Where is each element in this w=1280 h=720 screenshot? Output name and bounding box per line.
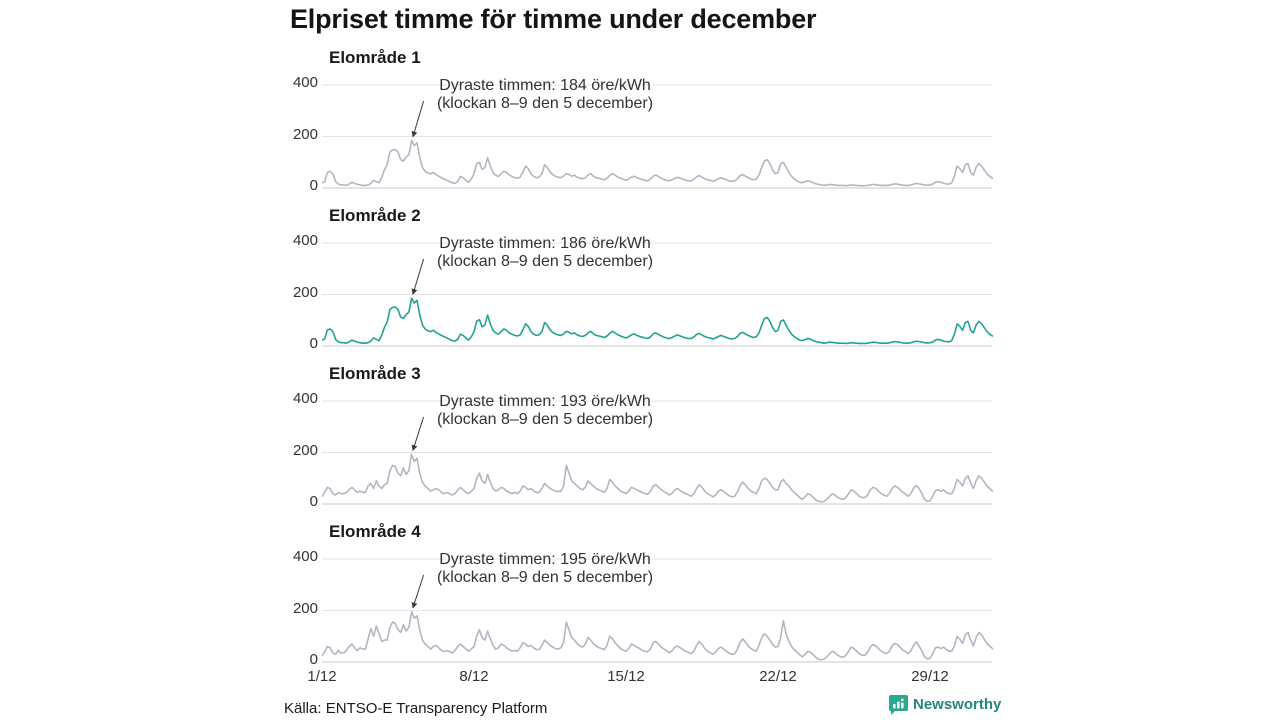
- price-line-chart: [322, 400, 994, 505]
- y-tick: 200: [292, 284, 318, 301]
- y-tick: 400: [292, 232, 318, 249]
- newsworthy-logo: Newsworthy: [888, 694, 1001, 716]
- x-tick: 1/12: [307, 668, 337, 685]
- annotation-line1: Dyraste timmen: 193 öre/kWh: [439, 393, 651, 410]
- annotation-line2: (klockan 8–9 den 5 december): [436, 253, 654, 270]
- panel-elomrade-3: Elområde 3 400 200 0 Dyraste timmen: 193…: [0, 364, 1280, 522]
- annotation-line2: (klockan 8–9 den 5 december): [436, 95, 654, 112]
- x-tick: 15/12: [607, 668, 645, 685]
- annotation-line1: Dyraste timmen: 195 öre/kWh: [439, 551, 651, 568]
- y-tick: 400: [292, 548, 318, 565]
- peak-annotation: Dyraste timmen: 193 öre/kWh (klockan 8–9…: [419, 393, 671, 429]
- panel-title: Elområde 3: [329, 364, 421, 383]
- source-note: Källa: ENTSO-E Transparency Platform: [284, 700, 548, 717]
- annotation-line2: (klockan 8–9 den 5 december): [436, 411, 654, 428]
- annotation-line2: (klockan 8–9 den 5 december): [436, 569, 654, 586]
- y-tick: 200: [292, 600, 318, 617]
- x-axis: 1/12 8/12 15/12 22/12 29/12: [0, 668, 1280, 688]
- price-line-chart: [322, 242, 994, 347]
- price-line: [322, 139, 994, 187]
- y-tick: 0: [309, 493, 318, 510]
- annotation-arrow: [411, 258, 425, 295]
- annotation-arrow: [411, 574, 425, 609]
- y-tick: 0: [309, 335, 318, 352]
- newsworthy-logo-icon: [889, 695, 908, 715]
- y-tick: 400: [292, 390, 318, 407]
- y-tick: 400: [292, 74, 318, 91]
- y-tick: 0: [309, 651, 318, 668]
- peak-annotation: Dyraste timmen: 184 öre/kWh (klockan 8–9…: [419, 77, 671, 113]
- price-line: [322, 453, 994, 503]
- panel-title: Elområde 4: [329, 522, 421, 541]
- panel-elomrade-2: Elområde 2 400 200 0 Dyraste timmen: 186…: [0, 206, 1280, 364]
- y-tick: 0: [309, 177, 318, 194]
- y-tick: 200: [292, 442, 318, 459]
- peak-annotation: Dyraste timmen: 195 öre/kWh (klockan 8–9…: [419, 551, 671, 587]
- price-line-chart: [322, 84, 994, 189]
- chart-title: Elpriset timme för timme under december: [290, 4, 817, 34]
- newsworthy-logo-text: Newsworthy: [913, 696, 1002, 713]
- y-tick: 200: [292, 126, 318, 143]
- panel-title: Elområde 2: [329, 206, 421, 225]
- price-line: [322, 610, 994, 661]
- panel-elomrade-1: Elområde 1 400 200 0 Dyraste timmen: 184…: [0, 48, 1280, 206]
- price-line: [322, 297, 994, 345]
- panel-elomrade-4: Elområde 4 400 200 0 Dyraste timmen: 195…: [0, 522, 1280, 680]
- annotation-arrow: [411, 416, 425, 452]
- peak-annotation: Dyraste timmen: 186 öre/kWh (klockan 8–9…: [419, 235, 671, 271]
- annotation-arrow: [411, 100, 425, 138]
- panel-title: Elområde 1: [329, 48, 421, 67]
- price-line-chart: [322, 558, 994, 663]
- annotation-line1: Dyraste timmen: 186 öre/kWh: [439, 235, 651, 252]
- x-tick: 8/12: [459, 668, 489, 685]
- x-tick: 29/12: [911, 668, 949, 685]
- annotation-line1: Dyraste timmen: 184 öre/kWh: [439, 77, 651, 94]
- x-tick: 22/12: [759, 668, 797, 685]
